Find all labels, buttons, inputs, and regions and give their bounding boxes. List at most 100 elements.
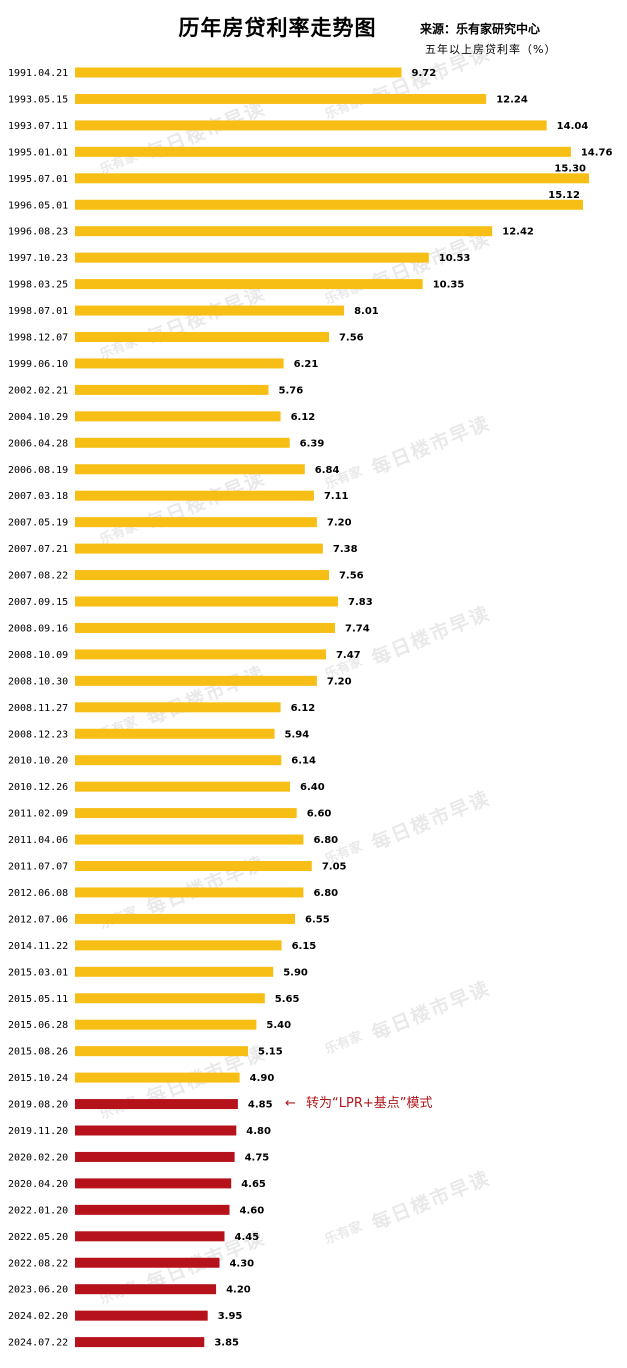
- category-label: 2023.06.20: [8, 1285, 68, 1296]
- data-label: 6.80: [313, 888, 338, 899]
- category-label: 1993.05.15: [8, 94, 68, 105]
- data-label: 9.72: [412, 68, 437, 79]
- category-label: 1995.01.01: [8, 147, 68, 158]
- bar: [75, 1046, 248, 1057]
- category-label: 2004.10.29: [8, 412, 68, 423]
- bar: [75, 464, 305, 475]
- bar: [75, 226, 493, 237]
- category-label: 2014.11.22: [8, 941, 68, 952]
- category-label: 2020.02.20: [8, 1152, 68, 1163]
- category-label: 2008.10.09: [8, 650, 68, 661]
- category-label: 2008.12.23: [8, 729, 68, 740]
- bar: [75, 649, 326, 660]
- bar: [75, 966, 274, 977]
- data-label: 6.84: [315, 465, 340, 476]
- category-label: 2022.08.22: [8, 1258, 68, 1269]
- data-label: 4.85: [248, 1100, 273, 1111]
- data-label: 6.21: [294, 359, 319, 370]
- data-label: 4.60: [240, 1205, 265, 1216]
- source-text: 来源：乐有家研究中心: [420, 22, 541, 36]
- category-label: 1998.12.07: [8, 333, 68, 344]
- bar: [75, 332, 329, 342]
- category-label: 2007.08.22: [8, 571, 68, 582]
- bar: [75, 1284, 217, 1295]
- data-label: 7.38: [333, 544, 358, 555]
- category-label: 2024.07.22: [8, 1338, 68, 1349]
- bar: [75, 252, 429, 263]
- lpr-annotation: ← 转为“LPR+基点”模式: [285, 1092, 433, 1111]
- category-label: 2019.11.20: [8, 1126, 68, 1137]
- data-label: 7.11: [324, 491, 349, 502]
- watermark-text: 每日楼市早读: [368, 786, 493, 855]
- data-label: 7.47: [336, 650, 361, 661]
- unit-text: 五年以上房贷利率（%）: [425, 43, 557, 56]
- data-label: 4.80: [246, 1126, 271, 1137]
- data-label: 7.56: [339, 571, 364, 582]
- category-label: 2006.08.19: [8, 465, 68, 476]
- category-label: 2008.11.27: [8, 703, 68, 714]
- data-label: 7.83: [348, 597, 373, 608]
- data-label: 5.90: [283, 967, 308, 978]
- category-label: 2012.07.06: [8, 914, 68, 925]
- bar: [75, 1257, 220, 1268]
- bar: [75, 596, 338, 607]
- bar: [75, 411, 281, 422]
- category-label: 1998.07.01: [8, 306, 68, 317]
- bar: [75, 279, 423, 290]
- category-label: 2015.08.26: [8, 1047, 68, 1058]
- category-label: 1995.07.01: [8, 174, 68, 185]
- data-label: 7.74: [345, 623, 370, 634]
- category-label: 2007.07.21: [8, 544, 68, 555]
- bar: [75, 755, 282, 766]
- watermark-logo: 乐有家: [323, 1218, 366, 1248]
- category-label: 1999.06.10: [8, 359, 68, 370]
- category-label: 2015.06.28: [8, 1020, 68, 1031]
- bar: [75, 1072, 240, 1083]
- category-label: 2022.05.20: [8, 1232, 68, 1243]
- category-label: 2022.01.20: [8, 1205, 68, 1216]
- data-label: 3.95: [218, 1311, 243, 1322]
- data-label: 6.12: [291, 703, 316, 714]
- data-label: 15.12: [548, 190, 580, 201]
- bar: [75, 517, 317, 528]
- bar: [75, 490, 314, 501]
- data-label: 6.14: [291, 756, 316, 767]
- data-label: 7.05: [322, 862, 347, 873]
- bar: [75, 940, 282, 951]
- bar: [75, 728, 275, 739]
- data-label: 4.45: [234, 1232, 259, 1243]
- bar: [75, 543, 323, 554]
- category-label: 2019.08.20: [8, 1100, 68, 1111]
- bar: [75, 887, 304, 898]
- category-label: 2020.04.20: [8, 1179, 68, 1190]
- data-label: 8.01: [354, 306, 379, 317]
- bar: [75, 781, 290, 792]
- category-label: 2015.10.24: [8, 1073, 68, 1084]
- bar: [75, 384, 269, 395]
- bar: [75, 173, 589, 184]
- data-label: 4.90: [250, 1073, 275, 1084]
- category-label: 2006.04.28: [8, 438, 68, 449]
- data-label: 3.85: [214, 1338, 239, 1349]
- bar: [75, 305, 345, 316]
- watermark-text: 每日楼市早读: [368, 1166, 493, 1235]
- category-label: 2007.03.18: [8, 491, 68, 502]
- category-label: 1997.10.23: [8, 253, 68, 264]
- lpr-annotation-text: 转为“LPR+基点”模式: [306, 1096, 433, 1111]
- data-label: 6.15: [292, 941, 317, 952]
- category-label: 1996.08.23: [8, 227, 68, 238]
- category-label: 1998.03.25: [8, 280, 68, 291]
- data-label: 7.20: [327, 518, 352, 529]
- data-label: 5.15: [258, 1047, 283, 1058]
- data-label: 14.76: [581, 147, 613, 158]
- data-label: 6.40: [300, 782, 325, 793]
- bar: [75, 570, 329, 581]
- bar: [75, 1099, 238, 1110]
- data-label: 4.30: [229, 1258, 254, 1269]
- category-label: 2008.09.16: [8, 623, 68, 634]
- watermark-text: 每日楼市早读: [368, 411, 493, 480]
- category-label: 2010.12.26: [8, 782, 68, 793]
- watermark-logo: 乐有家: [323, 1028, 366, 1058]
- category-label: 1993.07.11: [8, 121, 68, 132]
